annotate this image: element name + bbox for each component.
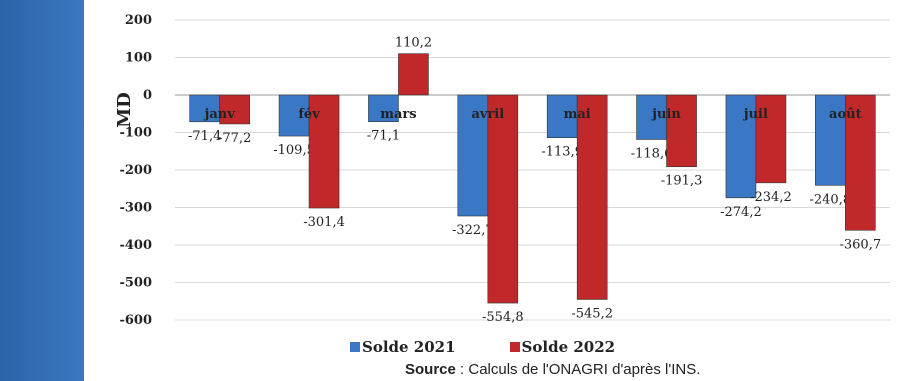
- data-label-2021: -274,2: [720, 205, 762, 220]
- y-tick-label: 0: [143, 88, 152, 103]
- data-label-2021: -118,6: [631, 146, 673, 161]
- data-label-2022: 110,2: [395, 36, 432, 51]
- bar-2021-mai: [546, 94, 578, 139]
- bar-2021-août: [815, 94, 846, 186]
- bar-2021-fév: [278, 94, 310, 137]
- x-category-label: janv: [204, 107, 236, 122]
- source-text: : Calculs de l'ONAGRI d'après l'INS.: [455, 361, 701, 378]
- x-category-label: mai: [564, 107, 591, 122]
- data-label-2021: -322,7: [452, 223, 494, 238]
- source-note: Source : Calculs de l'ONAGRI d'après l'I…: [405, 361, 700, 378]
- bar-2022-janv: [219, 94, 250, 125]
- y-tick-label: 200: [125, 13, 152, 28]
- bar-2022-mai: [576, 94, 608, 300]
- bar-2022-juil: [755, 94, 787, 184]
- data-label-2021: -71,1: [367, 129, 400, 144]
- source-label: Source: [405, 361, 456, 378]
- bar-2022-mars: [398, 53, 429, 96]
- data-label-2021: -109,5: [273, 143, 315, 158]
- data-label-2022: -191,3: [661, 174, 703, 189]
- data-label-2022: -77,2: [218, 131, 251, 146]
- bar-2021-mars: [368, 94, 399, 122]
- legend-swatch-2022: [509, 342, 520, 352]
- legend-label-2021: Solde 2021: [362, 338, 456, 356]
- bar-2022-juin: [666, 94, 697, 168]
- x-category-label: avril: [471, 107, 504, 122]
- legend-label-2022: Solde 2022: [521, 338, 616, 356]
- bar-2021-janv: [189, 94, 220, 123]
- x-category-label: mars: [380, 107, 416, 122]
- data-label-2022: -554,8: [482, 310, 524, 325]
- y-tick-label: -600: [119, 313, 152, 328]
- bar-2022-avril: [487, 94, 519, 304]
- legend-swatch-2021: [350, 342, 360, 352]
- y-tick-label: -400: [119, 238, 152, 253]
- bar-2022-fév: [308, 94, 340, 209]
- data-label-2022: -301,4: [303, 215, 345, 230]
- y-tick-label: -300: [119, 201, 152, 216]
- legend: Solde 2021 Solde 2022: [350, 338, 615, 356]
- y-axis-label: MD: [114, 92, 135, 128]
- x-category-label: fév: [298, 107, 320, 122]
- y-tick-label: -200: [119, 163, 152, 178]
- legend-item-2021: Solde 2021: [350, 338, 456, 356]
- x-category-label: juil: [743, 107, 768, 122]
- y-tick-label: -500: [119, 276, 152, 291]
- x-category-label: juin: [651, 107, 681, 122]
- bar-2021-avril: [457, 94, 489, 217]
- data-label-2021: -240,8: [810, 192, 852, 207]
- y-tick-label: -100: [119, 126, 152, 141]
- bar-2022-août: [845, 94, 876, 231]
- legend-item-2022: Solde 2022: [509, 338, 616, 356]
- data-label-2021: -71,4: [188, 129, 221, 144]
- y-tick-label: 100: [125, 51, 152, 66]
- bar-2021-juil: [725, 94, 757, 199]
- data-label-2022: -545,2: [571, 306, 613, 321]
- side-band: [0, 0, 84, 381]
- data-label-2022: -234,2: [750, 190, 792, 205]
- data-label-2022: -360,7: [840, 237, 882, 252]
- x-category-label: août: [829, 107, 862, 122]
- data-label-2021: -113,9: [541, 145, 583, 160]
